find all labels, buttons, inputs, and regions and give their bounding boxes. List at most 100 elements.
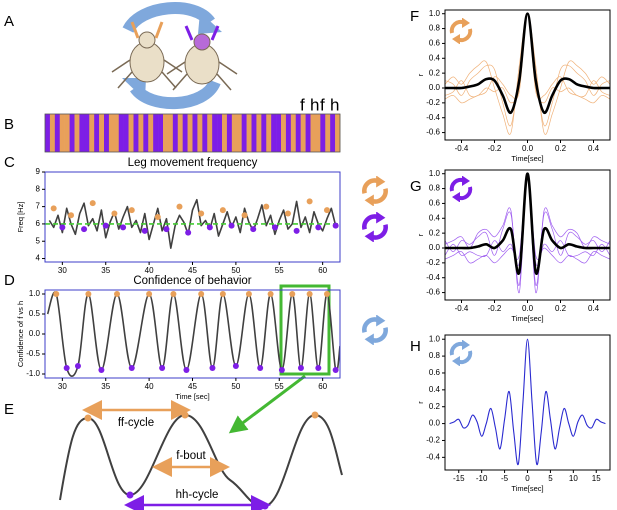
point [89, 200, 96, 207]
state-cell [79, 114, 85, 152]
state-cell [153, 114, 159, 152]
plot-frame [44, 171, 341, 263]
state-cell [315, 114, 321, 152]
point [176, 203, 183, 210]
point [111, 210, 118, 217]
point [85, 291, 92, 297]
point [183, 367, 190, 373]
point [185, 229, 192, 236]
x-tick-label: 0.0 [522, 144, 534, 153]
point [332, 222, 339, 229]
y-tick-label: 0.5 [29, 309, 41, 318]
point [128, 365, 135, 371]
point [323, 207, 330, 214]
point [198, 210, 205, 217]
state-cell [310, 114, 316, 152]
state-cell [241, 114, 247, 152]
state-cell [300, 114, 306, 152]
y-tick-label: 0.0 [29, 329, 41, 338]
x-tick-label: 10 [569, 474, 578, 483]
y-axis-label: r [416, 401, 425, 404]
x-tick-label: 50 [231, 382, 240, 391]
state-cell [236, 114, 242, 152]
state-cell [49, 114, 56, 152]
point [102, 222, 109, 229]
point [98, 367, 105, 373]
point [68, 212, 75, 219]
point [315, 224, 322, 231]
y-tick-label: -1.0 [26, 369, 40, 378]
y-tick-label: -0.4 [426, 452, 440, 461]
x-tick-label: -5 [501, 474, 509, 483]
y-tick-label: -0.2 [426, 258, 440, 267]
point [278, 367, 285, 373]
plot-area [45, 198, 340, 249]
point [241, 212, 248, 219]
f-icon [364, 175, 385, 206]
state-cell [212, 114, 218, 152]
plot-area [449, 338, 606, 466]
state-cell [207, 114, 213, 152]
state-letter: f [320, 95, 325, 114]
plot-area [445, 12, 610, 135]
label-f-bout: f-bout [176, 450, 206, 462]
state-cell [202, 114, 208, 152]
y-tick-label: 0.4 [429, 53, 441, 62]
state-cell [197, 114, 203, 152]
y-tick-label: 7 [36, 202, 41, 211]
state-cell [226, 114, 233, 152]
x-tick-label: 40 [145, 382, 154, 391]
x-tick-label: 0.2 [555, 304, 567, 313]
x-tick-label: 45 [188, 266, 197, 275]
label-hh-cycle: hh-cycle [176, 489, 219, 501]
zoom-arrow [228, 374, 306, 434]
state-cell [163, 114, 169, 152]
state-cell [285, 114, 292, 152]
x-tick-label: 0.2 [555, 144, 567, 153]
panel-label: F [410, 8, 419, 25]
panel-label: G [410, 178, 422, 195]
point [198, 291, 205, 297]
point [315, 365, 322, 371]
plot-frame [44, 289, 341, 379]
state-letter: h [310, 95, 319, 114]
y-tick-label: 0.6 [429, 39, 441, 48]
x-tick-label: 0.4 [588, 304, 600, 313]
x-tick-label: 40 [145, 266, 154, 275]
y-axis-label: Freq [Hz] [16, 202, 25, 233]
y-tick-label: -0.2 [426, 98, 440, 107]
point [332, 367, 339, 373]
x-tick-label: 0 [525, 474, 530, 483]
x-tick-label: 35 [101, 266, 110, 275]
state-cell [94, 114, 100, 152]
x-tick-label: -0.2 [488, 144, 502, 153]
panel-label: A [4, 13, 14, 30]
y-tick-label: 1.0 [29, 289, 41, 298]
x-tick-label: -0.2 [488, 304, 502, 313]
point [306, 198, 313, 205]
point [245, 291, 252, 297]
x-tick-label: 45 [188, 382, 197, 391]
x-tick-label: 5 [548, 474, 553, 483]
state-cell [251, 114, 257, 152]
state-cell [99, 114, 105, 152]
state-cell [261, 114, 267, 152]
x-tick-label: 55 [275, 382, 284, 391]
state-cell [325, 114, 331, 152]
point [163, 226, 170, 233]
point [219, 291, 226, 297]
state-cell [84, 114, 90, 152]
y-tick-label: 0.6 [429, 368, 441, 377]
x-tick-label: 0.4 [588, 144, 600, 153]
state-cell [158, 114, 164, 152]
switch-icon [364, 314, 385, 345]
point [263, 203, 270, 210]
state-cell [295, 114, 301, 152]
state-cell [330, 114, 336, 152]
label-ff-cycle: ff-cycle [118, 417, 154, 429]
highlight-box [279, 284, 331, 376]
point [120, 224, 127, 231]
state-cell [276, 114, 282, 152]
illustration-a [111, 2, 238, 110]
y-tick-label: 0.4 [429, 385, 441, 394]
